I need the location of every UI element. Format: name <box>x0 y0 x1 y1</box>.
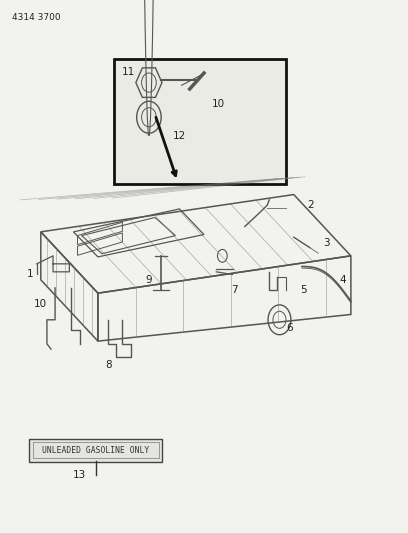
FancyBboxPatch shape <box>114 59 286 184</box>
FancyBboxPatch shape <box>29 439 162 462</box>
Text: 2: 2 <box>307 200 313 210</box>
Text: 11: 11 <box>122 67 135 77</box>
Text: 1: 1 <box>27 270 34 279</box>
Text: 4314 3700: 4314 3700 <box>12 13 61 22</box>
Text: 6: 6 <box>286 323 293 333</box>
Text: 3: 3 <box>323 238 330 247</box>
Text: 12: 12 <box>173 131 186 141</box>
Text: 5: 5 <box>301 286 307 295</box>
Text: 9: 9 <box>146 275 152 285</box>
Text: 10: 10 <box>212 99 225 109</box>
Text: 10: 10 <box>33 299 47 309</box>
Text: 7: 7 <box>231 286 238 295</box>
Text: 4: 4 <box>339 275 346 285</box>
Text: 8: 8 <box>105 360 111 370</box>
Text: 13: 13 <box>73 471 86 480</box>
Text: UNLEADED GASOLINE ONLY: UNLEADED GASOLINE ONLY <box>42 446 149 455</box>
